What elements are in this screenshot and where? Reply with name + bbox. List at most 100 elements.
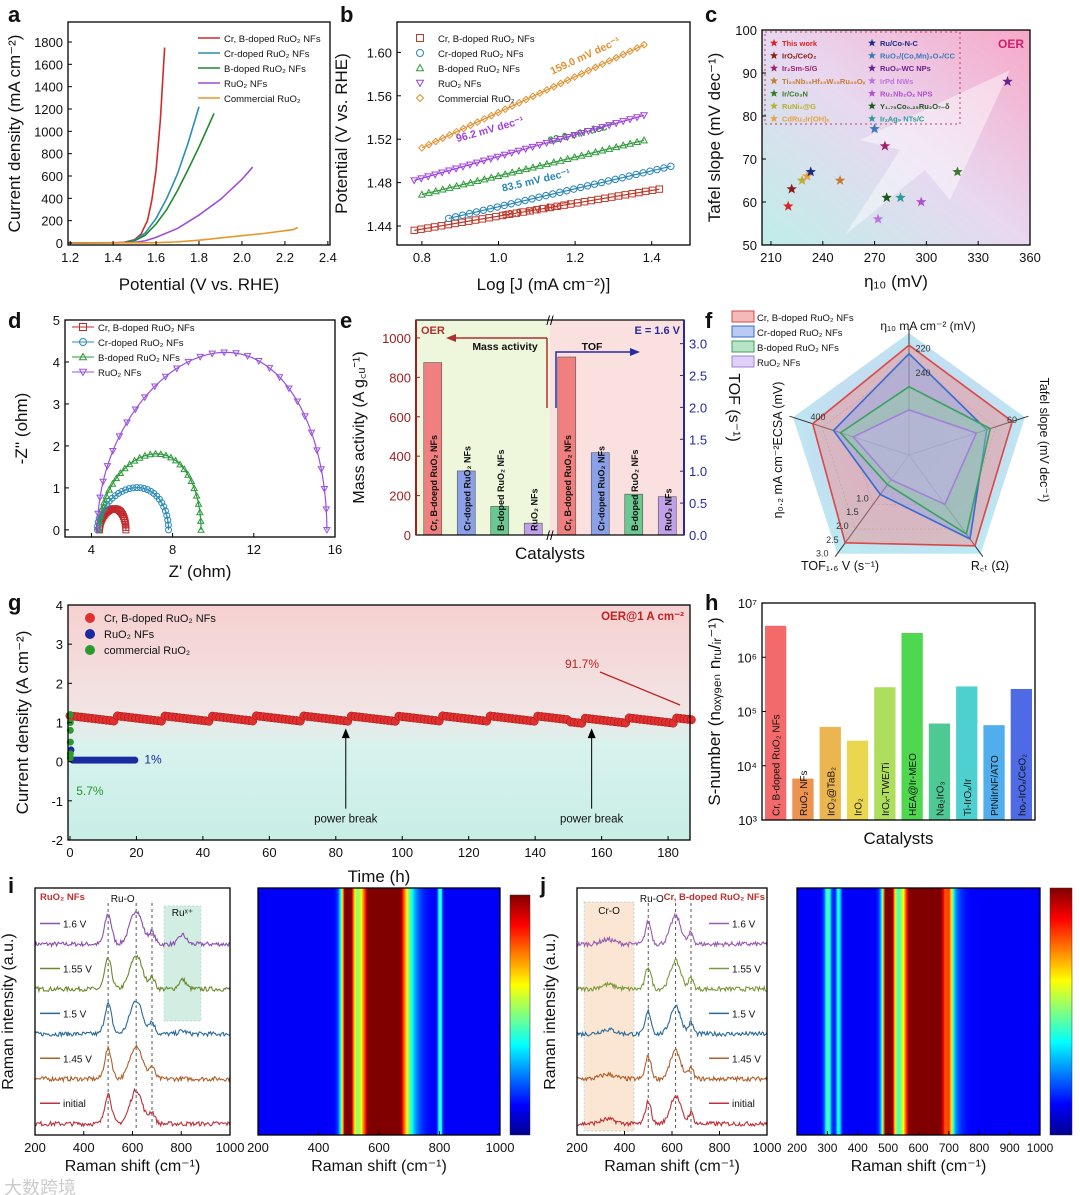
- heatmap-column: [818, 888, 821, 1135]
- bar-label: IrO₂@TaB₂: [826, 767, 837, 816]
- marker-circle: [660, 164, 668, 172]
- x-tick-label: 330: [967, 250, 989, 265]
- arrow-up-icon: [587, 728, 596, 739]
- bar: [1010, 688, 1032, 820]
- marker-triangle: [196, 516, 205, 524]
- heatmap-column: [1037, 888, 1040, 1135]
- heatmap-column: [913, 888, 916, 1135]
- marker-square: [79, 323, 87, 331]
- legend-item: Cr-doped RuO₂ NFs: [198, 49, 310, 60]
- x-tick-label: 120: [458, 845, 480, 860]
- marker-triangle-down: [150, 383, 159, 391]
- heatmap-column: [289, 888, 292, 1135]
- heatmap-column: [986, 888, 989, 1135]
- heatmap-column: [911, 888, 913, 1135]
- heatmap-column: [270, 888, 272, 1135]
- legend-swatch: [731, 310, 755, 323]
- legend-star-icon: [868, 51, 876, 59]
- heatmap-column: [914, 888, 917, 1135]
- bar: [956, 686, 978, 820]
- heatmap-column: [816, 888, 819, 1135]
- heatmap-column: [995, 888, 997, 1135]
- legend-label: B-doped RuO₂ NFs: [98, 353, 180, 364]
- heatmap-column: [403, 888, 405, 1135]
- series: [410, 112, 649, 185]
- heatmap-column: [1036, 888, 1039, 1135]
- marker-circle: [416, 49, 424, 57]
- legend-item: Cr, B-doped RuO₂ NFs: [198, 34, 321, 45]
- heatmap-column: [976, 888, 979, 1135]
- heatmap-column: [946, 888, 949, 1135]
- heatmap-column: [415, 888, 418, 1135]
- heatmap-column: [357, 888, 359, 1135]
- legend-star-icon: [868, 38, 876, 47]
- heatmap-column: [800, 888, 803, 1135]
- nyquist-line: [98, 453, 202, 530]
- marker-triangle-down: [103, 463, 112, 471]
- x-tick-label: 200: [787, 1141, 807, 1155]
- spectrum-label: initial: [63, 1099, 86, 1110]
- marker-triangle-down: [317, 466, 326, 474]
- heatmap-column: [492, 888, 495, 1135]
- heatmap-column: [831, 888, 833, 1135]
- x-tick-label: 0.8: [413, 250, 431, 265]
- spectra-title: Cr, B-doped RuO₂ NFs: [664, 892, 765, 903]
- data-point-star-icon: [879, 140, 891, 151]
- marker-triangle-down: [94, 510, 102, 518]
- marker-circle: [563, 187, 571, 195]
- x-tick-label: 1.2: [566, 250, 584, 265]
- heatmap-column: [993, 888, 996, 1135]
- marker-triangle: [98, 505, 106, 513]
- y-tick-label: 10⁵: [737, 705, 757, 720]
- heatmap-column: [956, 888, 958, 1135]
- legend-marker: [85, 629, 95, 639]
- marker-triangle: [192, 491, 201, 499]
- heatmap-column: [477, 888, 479, 1135]
- legend-label: Ir₂Sm-S/G: [782, 64, 818, 73]
- marker-circle: [583, 182, 592, 190]
- heatmap-column: [337, 888, 340, 1135]
- x-axis-label: Log [J (mA cm⁻²)]: [477, 275, 611, 294]
- legend-item: Cr, B-doped RuO₂ NFs: [731, 310, 854, 324]
- y-tick-label: 600: [41, 169, 63, 184]
- legend-swatch: [731, 325, 755, 338]
- heatmap-column: [981, 888, 984, 1135]
- heatmap-column: [799, 888, 802, 1135]
- legend-label: Cr, B-doped RuO₂ NFs: [98, 323, 195, 334]
- heatmap-column: [1004, 888, 1007, 1135]
- heatmap-column: [308, 888, 311, 1135]
- legend-item: commercial RuO₂: [85, 645, 190, 657]
- series-line: [70, 47, 166, 244]
- heatmap-column: [489, 888, 491, 1135]
- text-label: 91.7%: [565, 657, 599, 671]
- series-line: [70, 166, 254, 244]
- y-axis-label: -Z'' (ohm): [12, 393, 31, 465]
- legend-star-icon: [770, 64, 778, 72]
- marker-triangle: [102, 491, 111, 499]
- bar-label: Ti-IrOₓ/Ir: [963, 778, 974, 816]
- bar-label: Cr, B-doped RuO₂ NFs: [772, 714, 783, 816]
- heatmap-column: [884, 888, 887, 1135]
- marker-triangle-down: [172, 365, 181, 373]
- y-tick-label: 10⁴: [737, 759, 757, 774]
- heatmap-column: [404, 888, 407, 1135]
- marker-triangle-down: [322, 506, 331, 514]
- heatmap-column: [907, 888, 910, 1135]
- heatmap-column: [812, 888, 815, 1135]
- heatmap-column: [877, 888, 879, 1135]
- extra-peak-label: Ruˣ⁺: [172, 908, 193, 919]
- y-axis-label: Raman intensity (a.u.): [542, 933, 559, 1090]
- legend-marker: [85, 645, 95, 655]
- marker-triangle: [112, 474, 121, 482]
- heatmap-column: [460, 888, 462, 1135]
- marker-circle: [604, 177, 613, 185]
- x-tick-label: 140: [524, 845, 546, 860]
- heatmap-column: [409, 888, 411, 1135]
- panel-b: 58.9 mV dec⁻¹83.5 mV dec⁻¹82.0 mV dec⁻¹9…: [332, 2, 691, 294]
- legend-star-icon: [770, 51, 778, 59]
- heatmap-column: [933, 888, 935, 1135]
- bar: [928, 723, 951, 820]
- heatmap-column: [287, 888, 289, 1135]
- marker-circle: [472, 208, 481, 216]
- legend-label: Commercial RuO₂: [224, 94, 301, 105]
